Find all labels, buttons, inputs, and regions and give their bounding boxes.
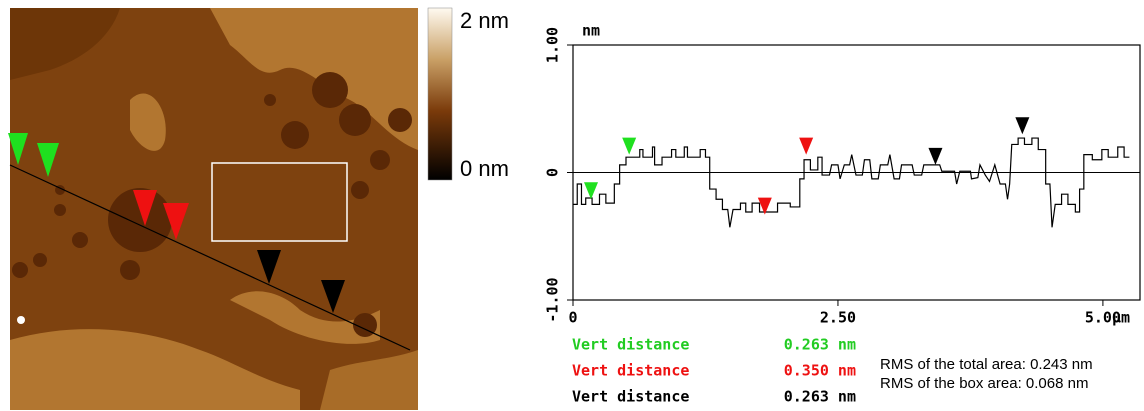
measurement-label: Vert distance xyxy=(572,362,689,380)
y-tick-label: -1.00 xyxy=(544,277,562,322)
y-unit: nm xyxy=(582,22,600,40)
measurement-value: 0.263 nm xyxy=(784,388,856,406)
afm-image xyxy=(8,8,418,410)
x-unit: μm xyxy=(1112,309,1130,327)
x-tick-label: 0 xyxy=(568,309,577,327)
cursor-marker xyxy=(928,147,943,165)
colorbar xyxy=(427,7,453,181)
x-tick-label: 5.00 xyxy=(1085,309,1121,327)
cursor-marker xyxy=(757,197,772,215)
measurement-label: Vert distance xyxy=(572,336,689,354)
cursor-marker xyxy=(799,137,814,155)
y-tick-label: 0 xyxy=(544,168,562,177)
measurement-label: Vert distance xyxy=(572,388,689,406)
cursor-marker xyxy=(622,137,637,155)
colorbar-max: 2 nm xyxy=(460,8,509,33)
x-tick-label: 2.50 xyxy=(820,309,856,327)
measurement-value: 0.350 nm xyxy=(784,362,856,380)
measurement-value: 0.263 nm xyxy=(784,336,856,354)
cursor-marker xyxy=(584,182,599,200)
cursor-marker xyxy=(1015,117,1030,135)
colorbar-min: 0 nm xyxy=(460,156,509,181)
rms-total: RMS of the total area: 0.243 nm xyxy=(880,356,1093,373)
y-tick-label: 1.00 xyxy=(544,27,562,63)
profile-line xyxy=(573,137,1130,228)
rms-box: RMS of the box area: 0.068 nm xyxy=(880,375,1088,392)
